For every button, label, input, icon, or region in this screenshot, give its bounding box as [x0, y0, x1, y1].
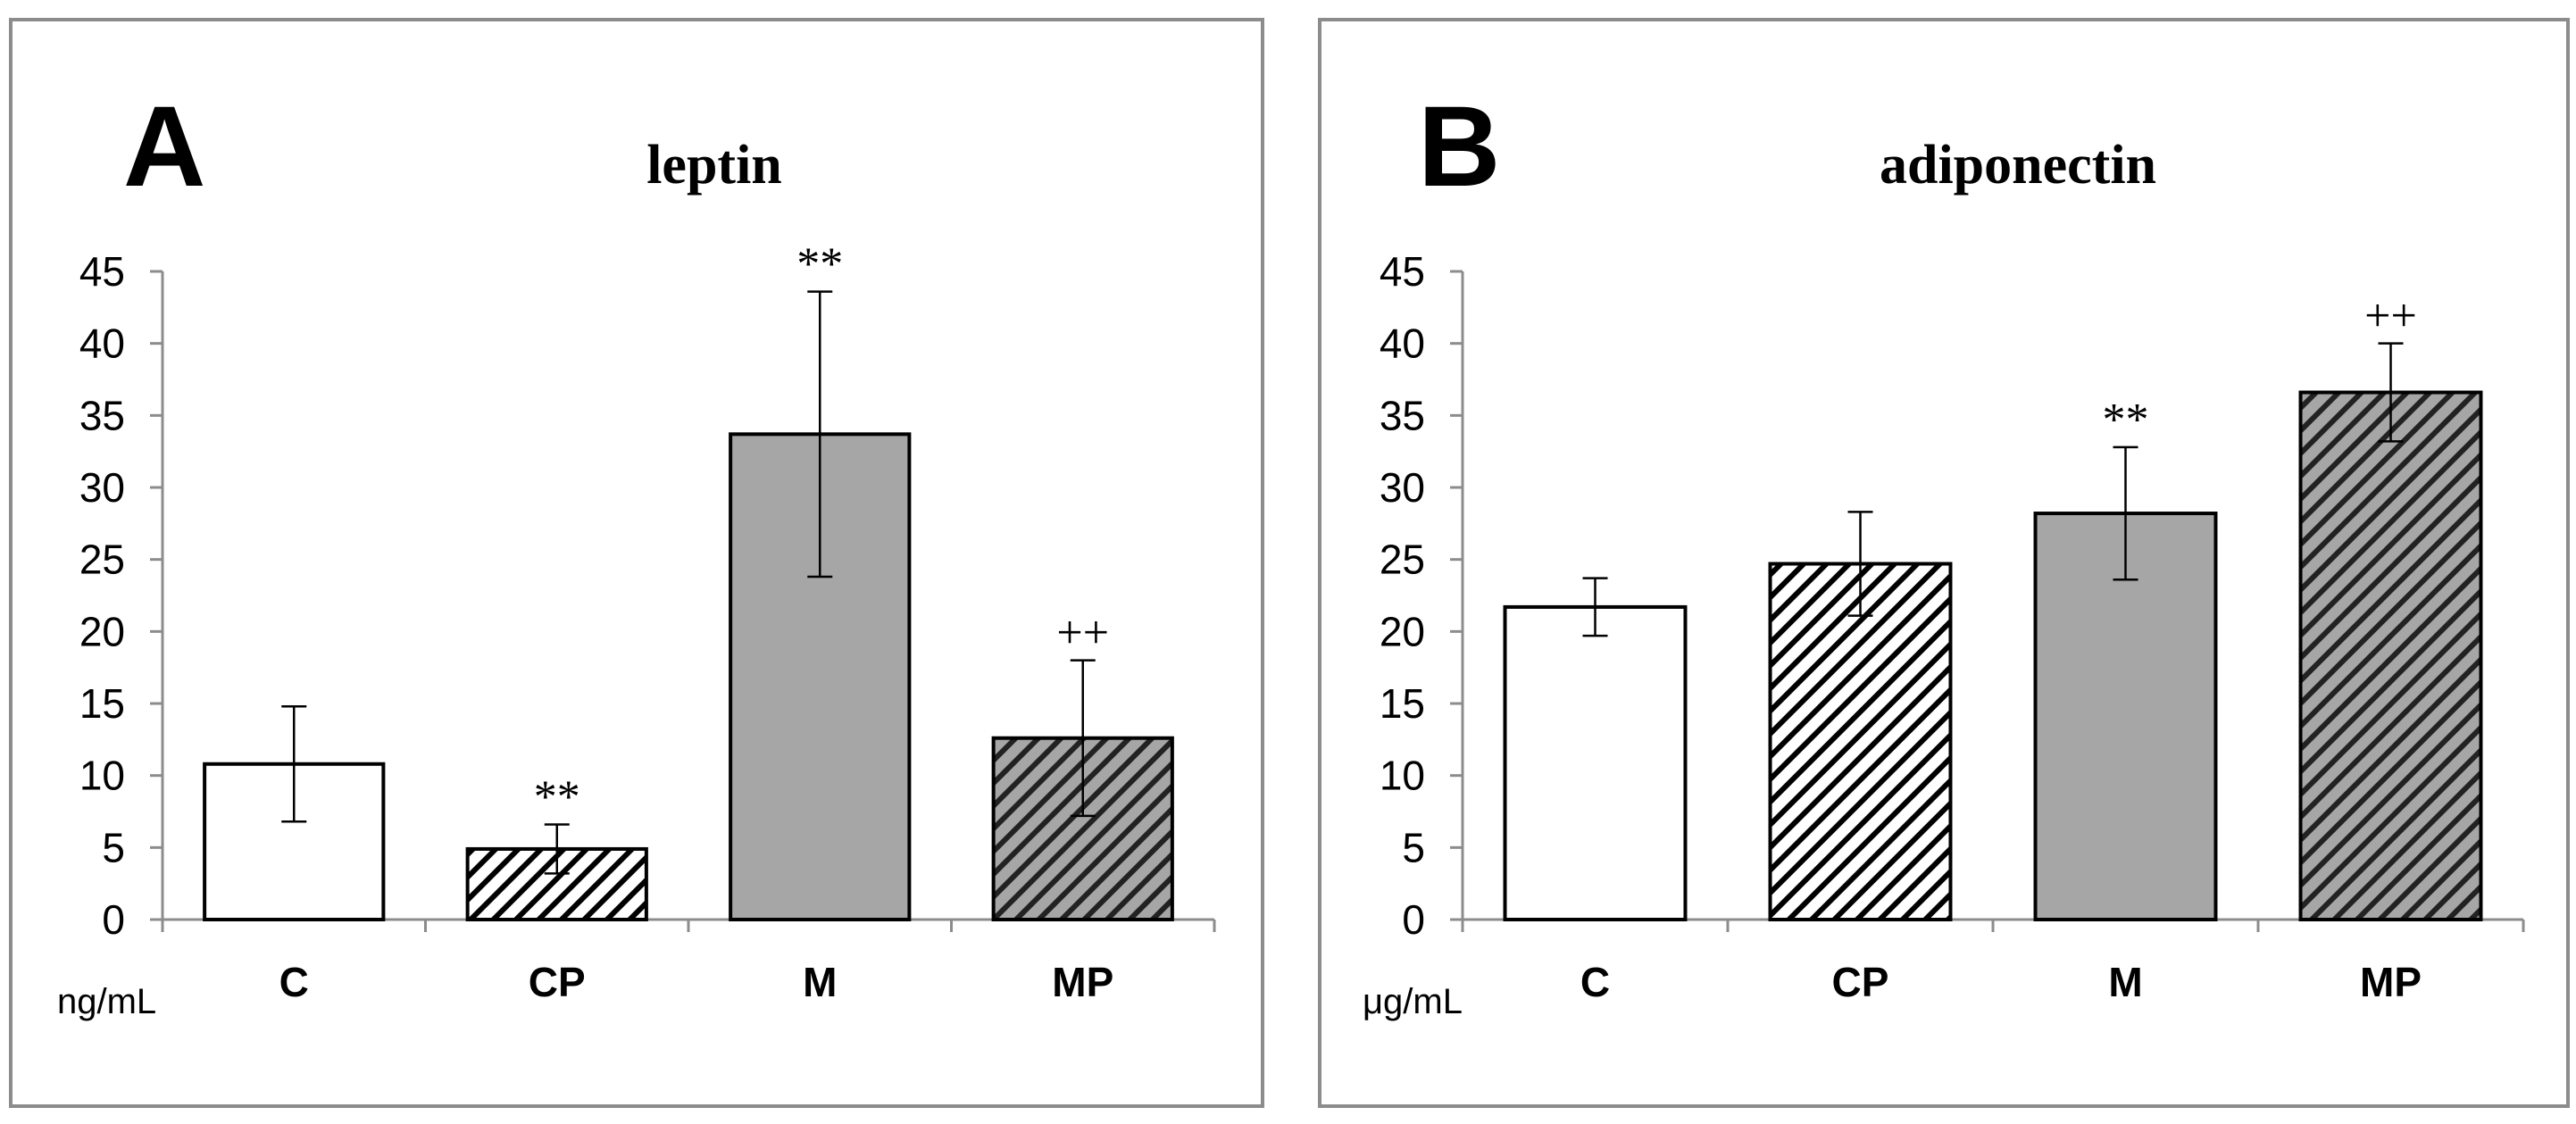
- y-tick-label: 30: [79, 464, 125, 511]
- x-category-label: C: [279, 959, 309, 1005]
- significance-label: **: [796, 239, 843, 290]
- panel-b-title: adiponectin: [1880, 135, 2156, 196]
- bar-mp: [2298, 390, 2483, 921]
- y-tick-label: 20: [79, 608, 125, 654]
- significance-label: ++: [1056, 608, 1109, 659]
- panel-a-title: leptin: [646, 135, 782, 196]
- panel-a: A leptin 051015202530354045C**CP**M++MP …: [9, 18, 1264, 1108]
- y-tick-label: 40: [79, 321, 125, 367]
- x-category-label: C: [1580, 959, 1610, 1005]
- panel-a-letter: A: [123, 83, 205, 211]
- significance-label: ++: [2364, 291, 2417, 342]
- y-tick-label: 25: [79, 537, 125, 583]
- panel-b-plot: 0 5 10 15 20 25 30 35 40 45 C CP ** M ++ MP: [1380, 248, 2525, 1005]
- y-tick-label: 0: [102, 896, 125, 943]
- panel-b: B adiponectin 0 5 10 15 20 25 30 35 40 45 C CP ** M ++…: [1318, 18, 2570, 1108]
- y-tick-label: 0: [1402, 896, 1425, 943]
- y-tick-label: 40: [1380, 321, 1425, 367]
- panel-a-plot: 0 5 10 15 20 25 30 35 40 45 C ** CP ** M ++ MP: [79, 239, 1216, 1005]
- x-category-label: M: [2108, 959, 2142, 1005]
- y-tick-label: 15: [79, 680, 125, 727]
- bar-c: [1503, 604, 1688, 921]
- x-category-label: MP: [1052, 959, 1113, 1005]
- significance-label: **: [534, 772, 580, 823]
- y-tick-label: 25: [1380, 537, 1425, 583]
- y-tick-label: 30: [1380, 464, 1425, 511]
- panel-b-letter: B: [1418, 83, 1500, 211]
- x-category-label: MP: [2360, 959, 2422, 1005]
- panel-a-frame: [9, 18, 1264, 1108]
- panel-a-unit-label: ng/mL: [57, 982, 156, 1021]
- y-tick-label: 45: [79, 248, 125, 295]
- y-tick-label: 35: [79, 392, 125, 438]
- y-tick-label: 15: [1380, 680, 1425, 727]
- x-category-label: CP: [1832, 959, 1889, 1005]
- bar-cp: [1768, 562, 1953, 921]
- y-tick-label: 10: [1380, 753, 1425, 799]
- y-tick-label: 45: [1380, 248, 1425, 295]
- y-tick-label: 5: [1402, 824, 1425, 870]
- y-tick-label: 5: [102, 824, 125, 870]
- x-category-label: M: [803, 959, 837, 1005]
- panel-b-unit-label: μg/mL: [1363, 982, 1463, 1021]
- x-category-label: CP: [529, 959, 586, 1005]
- y-tick-label: 10: [79, 753, 125, 799]
- significance-label: **: [2103, 395, 2149, 445]
- y-tick-label: 35: [1380, 392, 1425, 438]
- y-tick-label: 20: [1380, 608, 1425, 654]
